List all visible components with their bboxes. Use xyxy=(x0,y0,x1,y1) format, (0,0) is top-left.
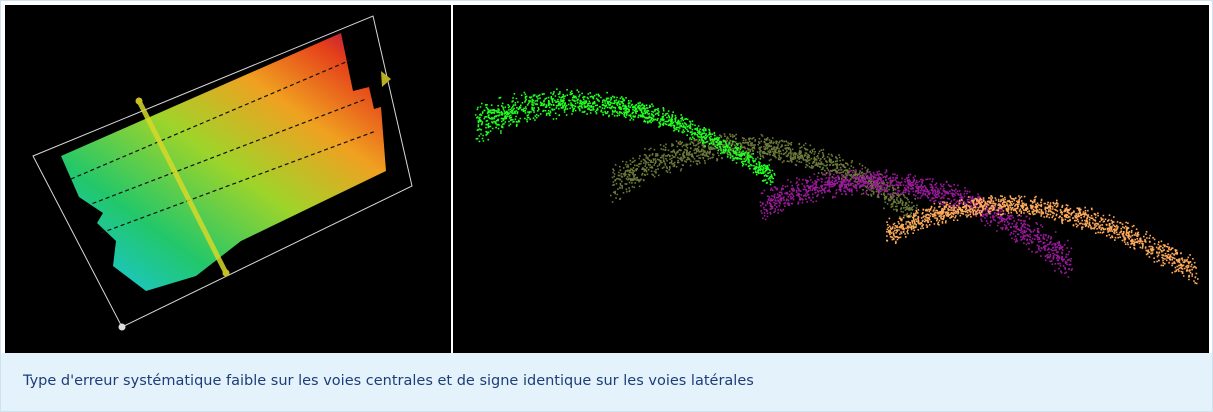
profile-end xyxy=(223,270,230,277)
frame-handle xyxy=(119,324,126,331)
caption: Type d'erreur systématique faible sur le… xyxy=(23,373,754,389)
figure: Type d'erreur systématique faible sur le… xyxy=(0,0,1213,412)
panel-divider xyxy=(451,5,453,353)
profile-end xyxy=(136,98,143,105)
figure-images xyxy=(5,5,1209,353)
right-panel xyxy=(453,5,1209,353)
caption-box: Type d'erreur systématique faible sur le… xyxy=(1,353,1212,411)
